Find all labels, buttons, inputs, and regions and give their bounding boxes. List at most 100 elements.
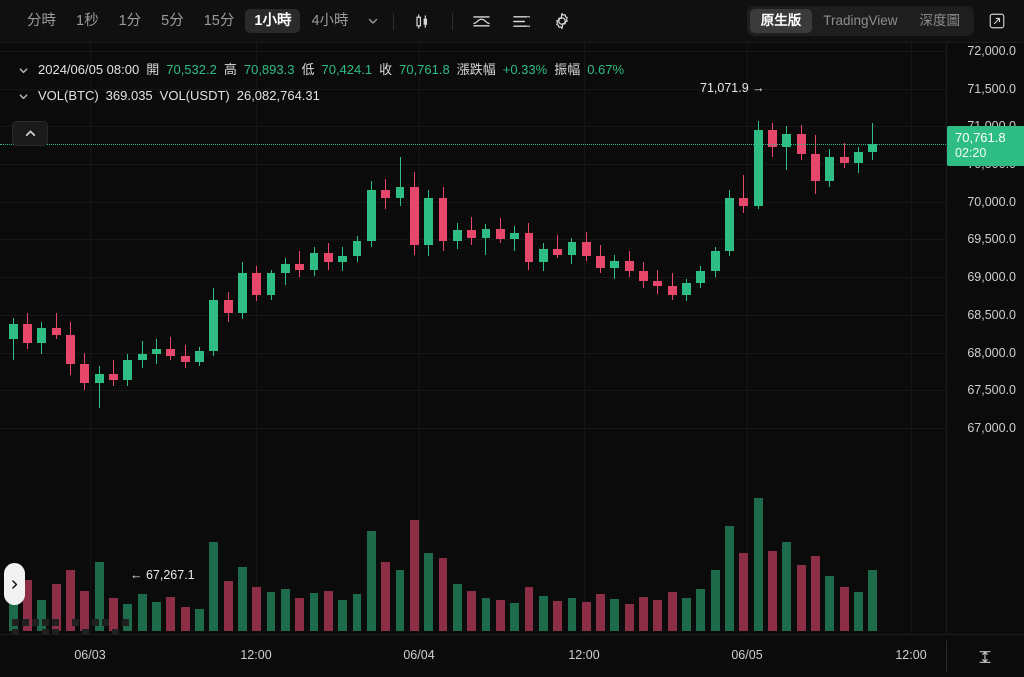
volume-bar [94, 562, 104, 631]
grid-line-h [0, 390, 946, 392]
volume-series [0, 43, 946, 634]
legend-open-value: 70,532.2 [166, 62, 217, 77]
candle-body [811, 153, 820, 181]
price-axis[interactable]: 72,000.071,500.071,000.070,500.070,000.0… [946, 43, 1024, 635]
candle-body [796, 133, 806, 154]
chart-plot-area[interactable]: 71,071.9 → ← 67,267.1 [0, 43, 946, 634]
volume-bar [768, 551, 777, 631]
grid-line-h [0, 164, 946, 166]
volume-bar [338, 599, 348, 631]
chevron-down-icon[interactable] [362, 10, 384, 32]
legend-close-label: 收 [379, 62, 393, 77]
list-settings-icon[interactable] [508, 7, 536, 35]
volume-bar [610, 598, 620, 631]
grid-line-h [0, 277, 946, 279]
time-axis-divider [946, 641, 947, 672]
volume-legend-row: VOL(BTC) 369.035 VOL(USDT) 26,082,764.31 [18, 86, 624, 106]
candle-body [166, 348, 176, 357]
vol-usdt-label: VOL(USDT) [159, 88, 230, 103]
candle-body [467, 230, 477, 238]
candle-wick [786, 126, 788, 171]
view-mode-2[interactable]: 深度圖 [919, 13, 961, 29]
candle-body [266, 273, 276, 296]
view-mode-1[interactable]: TradingView [823, 13, 898, 29]
legend-change-value: +0.33% [502, 62, 548, 77]
volume-bar [152, 602, 161, 631]
volume-bar [495, 599, 505, 631]
volume-collapse-chevron-icon[interactable] [18, 91, 31, 102]
timeframe-group: 分時 1秒 1分 5分 15分 1小時 4小時 [0, 8, 358, 34]
grid-line-v [256, 43, 257, 634]
candle-body [209, 299, 219, 352]
timeframe-5[interactable]: 1小時 [245, 8, 301, 34]
time-axis[interactable]: 06/03 12:00 06/04 12:00 06/05 12:00 [0, 634, 1024, 677]
candle-body [510, 233, 520, 240]
current-price-countdown: 02:20 [955, 146, 987, 161]
timeframe-4[interactable]: 15分 [203, 12, 235, 29]
fullscreen-icon[interactable] [984, 8, 1010, 34]
candle-wick [485, 224, 487, 255]
gear-icon[interactable] [548, 7, 576, 35]
volume-bar [596, 594, 606, 631]
candle-body [194, 351, 204, 362]
price-tick: 68,000.0 [967, 345, 1016, 360]
grid-line-h [0, 201, 946, 203]
okx-watermark [12, 619, 129, 634]
price-tick: 69,500.0 [967, 232, 1016, 247]
indicator-line-icon[interactable] [468, 7, 496, 35]
grid-line-h [0, 126, 946, 128]
candle-body [80, 363, 90, 383]
timeframe-0[interactable]: 分時 [27, 12, 56, 29]
volume-bar [839, 586, 849, 631]
current-price-line [0, 144, 946, 146]
candle-body [653, 280, 663, 287]
volume-bar [23, 580, 32, 631]
timeframe-2[interactable]: 1分 [118, 12, 142, 29]
current-price-value: 70,761.8 [955, 130, 1006, 146]
volume-bar [266, 592, 276, 631]
legend-collapse-chevron-icon[interactable] [18, 65, 31, 76]
expand-panel-chevron-right-button[interactable] [4, 563, 25, 605]
candle-wick [872, 122, 874, 160]
candle-body [596, 256, 606, 269]
ohlc-legend-row: 2024/06/05 08:00 開 70,532.2 高 70,893.3 低… [18, 60, 624, 80]
volume-bar [395, 570, 405, 631]
grid-line-v [584, 43, 585, 634]
legend-high-label: 高 [223, 62, 237, 77]
candle-body [553, 248, 563, 255]
volume-bar [366, 531, 376, 631]
candle-body [768, 130, 777, 148]
grid-line-h [0, 427, 946, 429]
vol-btc-label: VOL(BTC) [38, 88, 99, 103]
grid-line-h [0, 314, 946, 316]
candle-body [252, 273, 262, 296]
candle-body [696, 271, 706, 284]
timeframe-1[interactable]: 1秒 [76, 12, 99, 29]
candle-body [309, 253, 319, 270]
price-tick: 67,000.0 [967, 420, 1016, 435]
candlestick-icon[interactable] [409, 7, 437, 35]
time-tick: 12:00 [895, 648, 927, 662]
timeframe-3[interactable]: 5分 [161, 12, 184, 29]
volume-bar [696, 588, 706, 631]
price-tick: 68,500.0 [967, 307, 1016, 322]
time-axis-reset-icon[interactable] [974, 648, 996, 666]
volume-bar [37, 599, 47, 631]
toolbar-divider [392, 12, 394, 30]
timeframe-6[interactable]: 4小時 [311, 12, 349, 29]
candle-body [839, 156, 849, 163]
volume-bar [80, 591, 90, 631]
candle-body [152, 348, 161, 355]
candle-wick [112, 360, 114, 387]
volume-bar [123, 604, 133, 631]
volume-bar [223, 581, 233, 631]
candle-body [739, 198, 749, 206]
candle-body [682, 283, 691, 296]
view-mode-0[interactable]: 原生版 [749, 9, 813, 33]
candle-wick [98, 366, 100, 408]
chevron-up-collapse-button[interactable] [12, 121, 48, 146]
grid-line-v [90, 43, 91, 634]
candle-body [94, 373, 104, 383]
volume-bar [667, 592, 677, 631]
volume-bar [624, 604, 634, 631]
